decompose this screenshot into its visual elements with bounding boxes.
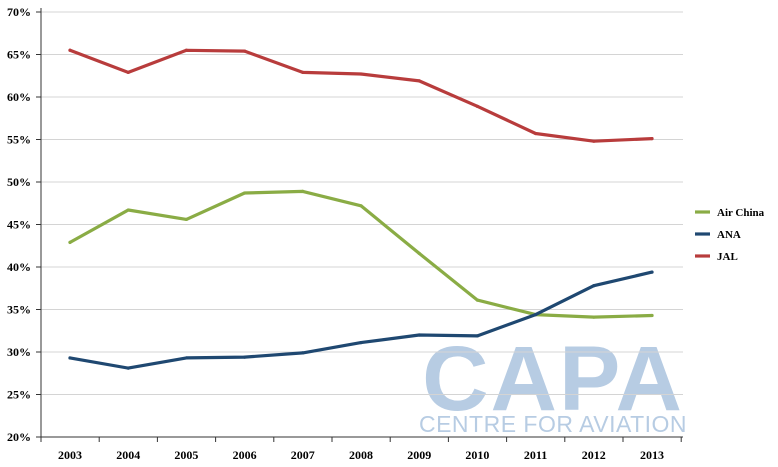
watermark-subtitle: CENTRE FOR AVIATION xyxy=(419,411,687,437)
data-point xyxy=(359,72,363,76)
data-point xyxy=(417,79,421,83)
y-tick-label: 25% xyxy=(7,388,31,402)
data-point xyxy=(126,366,130,370)
y-tick-label: 55% xyxy=(7,133,31,147)
data-point xyxy=(650,270,654,274)
x-tick-label: 2005 xyxy=(174,448,198,462)
y-tick-label: 40% xyxy=(7,260,31,274)
x-tick-label: 2008 xyxy=(349,448,373,462)
capa-watermark: CAPA CENTRE FOR AVIATION xyxy=(419,328,687,437)
data-point xyxy=(184,217,188,221)
data-point xyxy=(126,70,130,74)
data-point xyxy=(417,333,421,337)
series-lines xyxy=(68,48,654,370)
y-tick-label: 65% xyxy=(7,48,31,62)
x-tick-label: 2007 xyxy=(291,448,315,462)
y-tick-label: 70% xyxy=(7,5,31,19)
data-point xyxy=(534,131,538,136)
data-point xyxy=(417,251,421,255)
x-tick-label: 2006 xyxy=(233,448,257,462)
x-tick-label: 2009 xyxy=(407,448,431,462)
data-point xyxy=(243,49,247,53)
x-tick-label: 2013 xyxy=(640,448,664,462)
data-point xyxy=(592,139,596,143)
data-point xyxy=(475,298,479,302)
series-line-jal xyxy=(68,48,654,143)
data-point xyxy=(184,48,188,52)
data-point xyxy=(359,204,363,208)
data-point xyxy=(301,70,305,74)
x-tick-label: 2010 xyxy=(465,448,489,462)
x-tick-label: 2012 xyxy=(582,448,606,462)
y-tick-label: 30% xyxy=(7,345,31,359)
y-tick-label: 35% xyxy=(7,303,31,317)
y-tick-label: 50% xyxy=(7,175,31,189)
data-point xyxy=(534,313,538,317)
data-point xyxy=(68,48,72,52)
axes: 20% 25% 30% 35% 40% 45% 50% 55% 60% 65% 70% 2003 200… xyxy=(7,5,683,462)
y-tick-label: 45% xyxy=(7,218,31,232)
data-point xyxy=(184,356,188,360)
y-tick-label: 20% xyxy=(7,430,31,444)
data-point xyxy=(301,351,305,355)
data-point xyxy=(243,191,247,195)
data-point xyxy=(650,313,654,318)
data-point xyxy=(301,189,305,193)
legend-label: Air China xyxy=(717,207,765,219)
data-point xyxy=(68,356,72,360)
data-point xyxy=(475,104,479,108)
data-point xyxy=(650,137,654,141)
y-tick-label: 60% xyxy=(7,90,31,104)
x-tick-label: 2011 xyxy=(524,448,547,462)
data-point xyxy=(359,341,363,345)
data-point xyxy=(592,284,596,288)
watermark-logo-text: CAPA xyxy=(422,328,684,430)
legend-label: ANA xyxy=(717,229,741,241)
data-point xyxy=(126,208,130,212)
data-point xyxy=(243,355,247,359)
legend: Air China ANA JAL xyxy=(695,207,765,263)
x-tick-label: 2004 xyxy=(116,448,140,462)
data-point xyxy=(475,334,479,338)
data-point xyxy=(68,240,72,244)
legend-label: JAL xyxy=(717,251,738,263)
series-line-air-china xyxy=(68,189,654,319)
data-point xyxy=(592,315,596,319)
x-tick-label: 2003 xyxy=(58,448,82,462)
